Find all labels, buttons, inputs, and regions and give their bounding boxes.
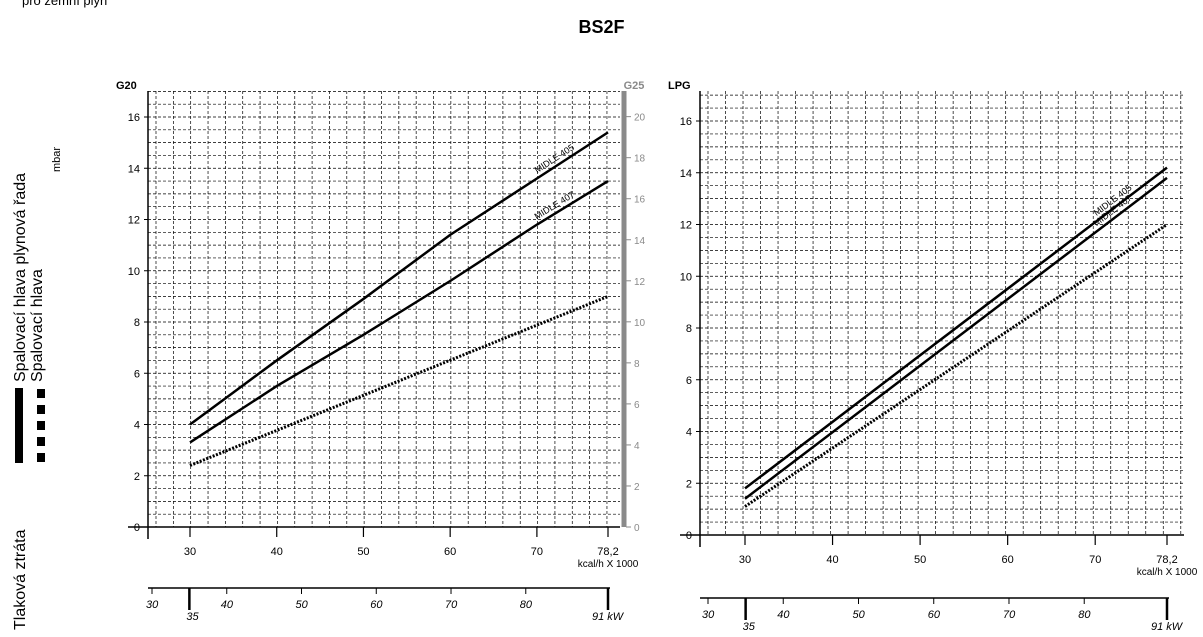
x-tick-label: 50 [357, 546, 369, 558]
y-tick-label: 2 [686, 478, 692, 490]
y-tick-label: 0 [686, 530, 692, 542]
y-tick-label: 14 [680, 168, 692, 180]
y2-tick-label: 14 [634, 236, 646, 247]
x-tick-label: 78,2 [597, 546, 618, 558]
series-line-3 [744, 223, 1168, 508]
y-tick-label: 2 [134, 471, 140, 483]
y-tick-label: 6 [686, 375, 692, 387]
y2-tick-label: 2 [634, 482, 640, 493]
x-tick-label: 60 [444, 546, 456, 558]
y-tick-label: 12 [128, 215, 140, 227]
x-tick-label: 30 [739, 554, 751, 566]
chart-main-title: BS2F [578, 17, 625, 37]
gas-label-left: LPG [668, 80, 691, 92]
legend-dotted-line [37, 389, 45, 469]
y-tick-label: 4 [686, 427, 692, 439]
x-axis-label: kcal/h X 1000 [578, 559, 639, 570]
series-line-3 [189, 294, 609, 467]
gas-label-right: G25 [624, 80, 645, 92]
x-axis-label: kcal/h X 1000 [1137, 567, 1198, 578]
y2-tick-label: 10 [634, 318, 646, 329]
y2-tick-label: 4 [634, 441, 640, 452]
y-tick-label: 4 [134, 420, 140, 432]
x-tick-label: 70 [1089, 554, 1101, 566]
kw-tick-label: 50 [852, 609, 865, 621]
series-line-1 [744, 166, 1168, 490]
x-tick-label: 60 [1002, 554, 1014, 566]
y2-tick-label: 12 [634, 277, 646, 288]
y2-tick-label: 16 [634, 195, 646, 206]
kw-tick-label: 35 [186, 611, 199, 623]
y-tick-label: 14 [128, 163, 140, 175]
y-tick-label: 12 [680, 220, 692, 232]
y-tick-label: 0 [134, 522, 140, 534]
y-tick-label: 6 [134, 368, 140, 380]
y-tick-label: 16 [128, 112, 140, 124]
kw-tick-label: 70 [1003, 609, 1016, 621]
kw-tick-label: 35 [743, 621, 756, 633]
gas-label-left: G20 [116, 80, 137, 92]
y-tick-label: 10 [680, 271, 692, 283]
series-line-2 [189, 179, 609, 444]
y2-tick-label: 8 [634, 359, 640, 370]
y-tick-label: 8 [686, 323, 692, 335]
kw-tick-label: 30 [146, 599, 159, 611]
y2-tick-label: 0 [634, 523, 640, 534]
legend-solid-line [15, 388, 23, 463]
x-tick-label: 30 [184, 546, 196, 558]
x-tick-label: 70 [531, 546, 543, 558]
x-tick-label: 78,2 [1156, 554, 1177, 566]
kw-tick-label: 50 [296, 599, 309, 611]
y-tick-label: 8 [134, 317, 140, 329]
series-line-1 [189, 131, 609, 426]
kw-tick-label: 70 [445, 599, 458, 611]
top-note: pro zemní plyn [22, 0, 108, 8]
kw-tick-label: 60 [370, 599, 383, 611]
y2-tick-label: 20 [634, 113, 646, 124]
series-line-2 [744, 176, 1168, 500]
kw-tick-label: 80 [520, 599, 533, 611]
kw-tick-label: 40 [221, 599, 234, 611]
kw-tick-label: 60 [928, 609, 941, 621]
x-tick-label: 50 [914, 554, 926, 566]
y-tick-label: 16 [680, 116, 692, 128]
kw-tick-label: 91 kW [1151, 621, 1184, 633]
kw-tick-label: 30 [702, 609, 715, 621]
kw-tick-label: 40 [777, 609, 790, 621]
y2-tick-label: 6 [634, 400, 640, 411]
x-tick-label: 40 [826, 554, 838, 566]
kw-tick-label: 80 [1078, 609, 1091, 621]
y2-tick-label: 18 [634, 154, 646, 165]
x-tick-label: 40 [271, 546, 283, 558]
kw-tick-label: 91 kW [592, 611, 625, 623]
y-tick-label: 10 [128, 266, 140, 278]
